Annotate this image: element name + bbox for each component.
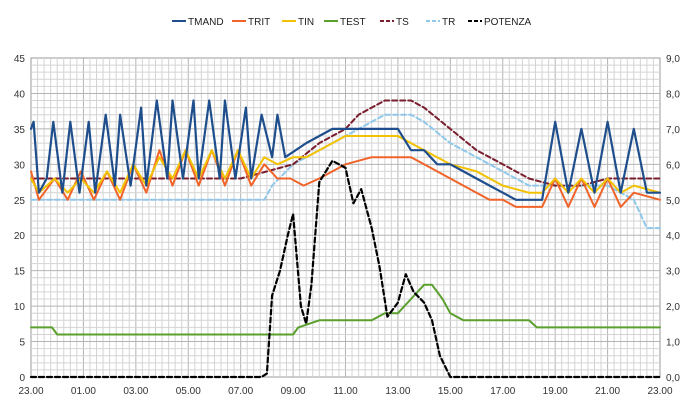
series-line-potenza <box>29 159 662 379</box>
series-line-tmand <box>29 99 662 201</box>
y-right-tick-label: 7,0 <box>666 125 680 136</box>
x-tick-label: 05.00 <box>176 386 201 397</box>
x-tick-label: 23.00 <box>647 386 672 397</box>
series-lines <box>29 99 662 379</box>
axes: 0 5 10 15 20 25 30 35 40 45 0,0 1,0 2,0 3,0 4,0 5,0 6,0 7… <box>14 54 680 397</box>
legend: TMAND TRIT TIN TEST TS TR POTENZA <box>172 17 532 28</box>
x-tick-label: 13.00 <box>385 386 410 397</box>
series-line-trit <box>30 149 661 208</box>
series-line-tr <box>30 113 661 230</box>
x-tick-label: 03.00 <box>123 386 148 397</box>
y-right-tick-label: 1,0 <box>666 338 680 349</box>
x-tick-label: 01.00 <box>71 386 96 397</box>
y-left-tick-label: 30 <box>14 160 26 171</box>
y-left-tick-label: 35 <box>14 125 26 136</box>
y-right-tick-label: 3,0 <box>666 267 680 278</box>
y-right-tick-label: 9,0 <box>666 54 680 65</box>
x-tick-label: 17.00 <box>490 386 515 397</box>
x-tick-label: 21.00 <box>595 386 620 397</box>
y-right-tick-label: 5,0 <box>666 196 680 207</box>
series-line-tin <box>30 135 661 194</box>
y-right-tick-label: 8,0 <box>666 89 680 100</box>
y-left-tick-label: 20 <box>14 231 26 242</box>
series-line-test <box>30 283 661 336</box>
legend-label-tmand: TMAND <box>188 17 224 28</box>
y-left-tick-label: 25 <box>14 196 26 207</box>
series-line-ts <box>30 99 661 187</box>
x-tick-label: 09.00 <box>281 386 306 397</box>
y-right-tick-label: 0,0 <box>666 373 680 384</box>
legend-label-trit: TRIT <box>248 17 270 28</box>
y-left-tick-label: 5 <box>19 338 25 349</box>
y-right-tick-label: 4,0 <box>666 231 680 242</box>
legend-label-potenza: POTENZA <box>484 17 532 28</box>
legend-label-ts: TS <box>396 17 409 28</box>
y-left-tick-label: 15 <box>14 267 26 278</box>
legend-label-tin: TIN <box>298 17 314 28</box>
x-tick-label: 11.00 <box>333 386 358 397</box>
grid <box>30 57 661 378</box>
y-left-tick-label: 10 <box>14 302 26 313</box>
y-right-tick-label: 2,0 <box>666 302 680 313</box>
x-tick-label: 15.00 <box>438 386 463 397</box>
y-left-tick-label: 45 <box>14 54 26 65</box>
y-right-tick-label: 6,0 <box>666 160 680 171</box>
x-tick-label: 07.00 <box>228 386 253 397</box>
y-left-tick-label: 0 <box>19 373 25 384</box>
x-tick-label: 19.00 <box>543 386 568 397</box>
x-tick-label: 23.00 <box>18 386 43 397</box>
legend-label-tr: TR <box>442 17 455 28</box>
legend-label-test: TEST <box>340 17 366 28</box>
y-left-tick-label: 40 <box>14 89 26 100</box>
